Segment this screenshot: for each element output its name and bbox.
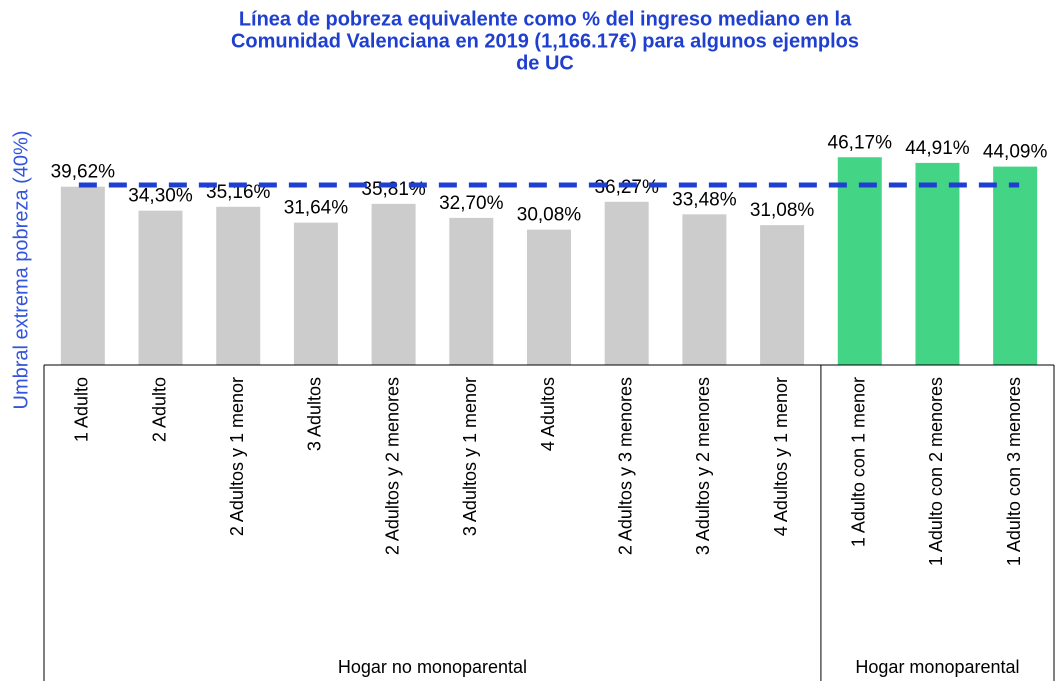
bar — [216, 206, 261, 365]
value-label: 44,09% — [983, 142, 1048, 163]
chart-title: Comunidad Valenciana en 2019 (1,166.17€)… — [231, 30, 859, 52]
bar — [604, 201, 649, 365]
group-label: Hogar monoparental — [855, 657, 1019, 677]
bar — [60, 186, 105, 365]
value-label: 34,30% — [128, 186, 193, 207]
bar — [760, 225, 805, 365]
value-label: 35,16% — [206, 182, 271, 203]
x-tick-label: 2 Adulto — [149, 377, 169, 442]
value-label: 33,48% — [672, 189, 737, 210]
value-label: 46,17% — [828, 132, 893, 153]
bar — [837, 157, 882, 365]
x-tick-label: 1 Adulto con 2 menores — [926, 377, 946, 566]
x-tick-label: 3 Adultos y 2 menores — [693, 377, 713, 555]
x-tick-label: 3 Adultos — [305, 377, 325, 451]
x-tick-label: 1 Adulto — [72, 377, 92, 442]
x-tick-label: 1 Adulto con 1 menor — [849, 377, 869, 547]
x-tick-label: 2 Adultos y 2 menores — [382, 377, 402, 555]
x-tick-label: 2 Adultos y 3 menores — [615, 377, 635, 555]
group-label: Hogar no monoparental — [338, 657, 527, 677]
x-tick-label: 4 Adultos y 1 menor — [771, 377, 791, 536]
x-tick-label: 4 Adultos — [538, 377, 558, 451]
value-label: 31,64% — [284, 198, 349, 219]
value-label: 39,62% — [51, 162, 116, 183]
y-axis-label: Umbral extrema pobreza (40%) — [10, 131, 32, 410]
value-label: 35,81% — [361, 179, 426, 200]
x-tick-label: 2 Adultos y 1 menor — [227, 377, 247, 536]
chart-title: de UC — [516, 52, 574, 74]
x-tick-label: 1 Adulto con 3 menores — [1004, 377, 1024, 566]
value-label: 31,08% — [750, 200, 815, 221]
value-label: 44,91% — [905, 138, 970, 159]
bar — [449, 217, 494, 365]
bar — [915, 162, 960, 365]
bar — [527, 229, 571, 365]
bar — [138, 210, 183, 365]
x-tick-label: 3 Adultos y 1 menor — [460, 377, 480, 536]
bar — [682, 214, 727, 365]
value-label: 30,08% — [517, 205, 582, 226]
bar — [371, 203, 416, 365]
bar — [293, 222, 338, 365]
value-label: 32,70% — [439, 193, 504, 214]
chart-title: Línea de pobreza equivalente como % del … — [239, 8, 852, 30]
bar — [993, 166, 1038, 365]
